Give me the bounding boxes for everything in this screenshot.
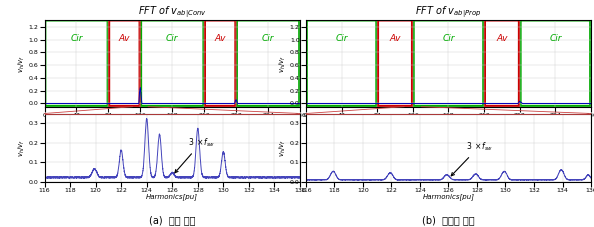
Y-axis label: $v_h/v_f$: $v_h/v_f$ — [278, 138, 289, 157]
Y-axis label: $v_h/v_f$: $v_h/v_f$ — [17, 54, 27, 73]
Text: Cir: Cir — [262, 34, 274, 43]
Text: $3\ \times\!f_{sw}$: $3\ \times\!f_{sw}$ — [175, 136, 215, 173]
Text: Av: Av — [389, 34, 401, 43]
X-axis label: Harmonics[pu]: Harmonics[pu] — [146, 118, 198, 125]
Text: Cir: Cir — [549, 34, 562, 43]
Text: Av: Av — [496, 34, 508, 43]
Text: Cir: Cir — [442, 34, 455, 43]
Y-axis label: $v_h/v_f$: $v_h/v_f$ — [278, 54, 289, 73]
Y-axis label: $v_h/v_f$: $v_h/v_f$ — [17, 138, 27, 157]
Title: $\mathit{FFT\ of\ v_{ab|Conv}}$: $\mathit{FFT\ of\ v_{ab|Conv}}$ — [138, 5, 207, 20]
Text: Cir: Cir — [70, 34, 83, 43]
X-axis label: Harmonics[pu]: Harmonics[pu] — [146, 193, 198, 200]
X-axis label: Harmonics[pu]: Harmonics[pu] — [422, 193, 475, 200]
X-axis label: Harmonics[pu]: Harmonics[pu] — [422, 118, 475, 125]
Text: (b)  제안된 방법: (b) 제안된 방법 — [422, 215, 475, 225]
Title: $\mathit{FFT\ of\ v_{ab|Prop}}$: $\mathit{FFT\ of\ v_{ab|Prop}}$ — [415, 5, 482, 20]
Text: Cir: Cir — [166, 34, 179, 43]
Text: Av: Av — [214, 34, 226, 43]
Text: (a)  기존 방법: (a) 기존 방법 — [149, 215, 195, 225]
Text: Cir: Cir — [335, 34, 348, 43]
Text: Av: Av — [119, 34, 130, 43]
Text: $3\ \times\!f_{sw}$: $3\ \times\!f_{sw}$ — [451, 140, 493, 176]
